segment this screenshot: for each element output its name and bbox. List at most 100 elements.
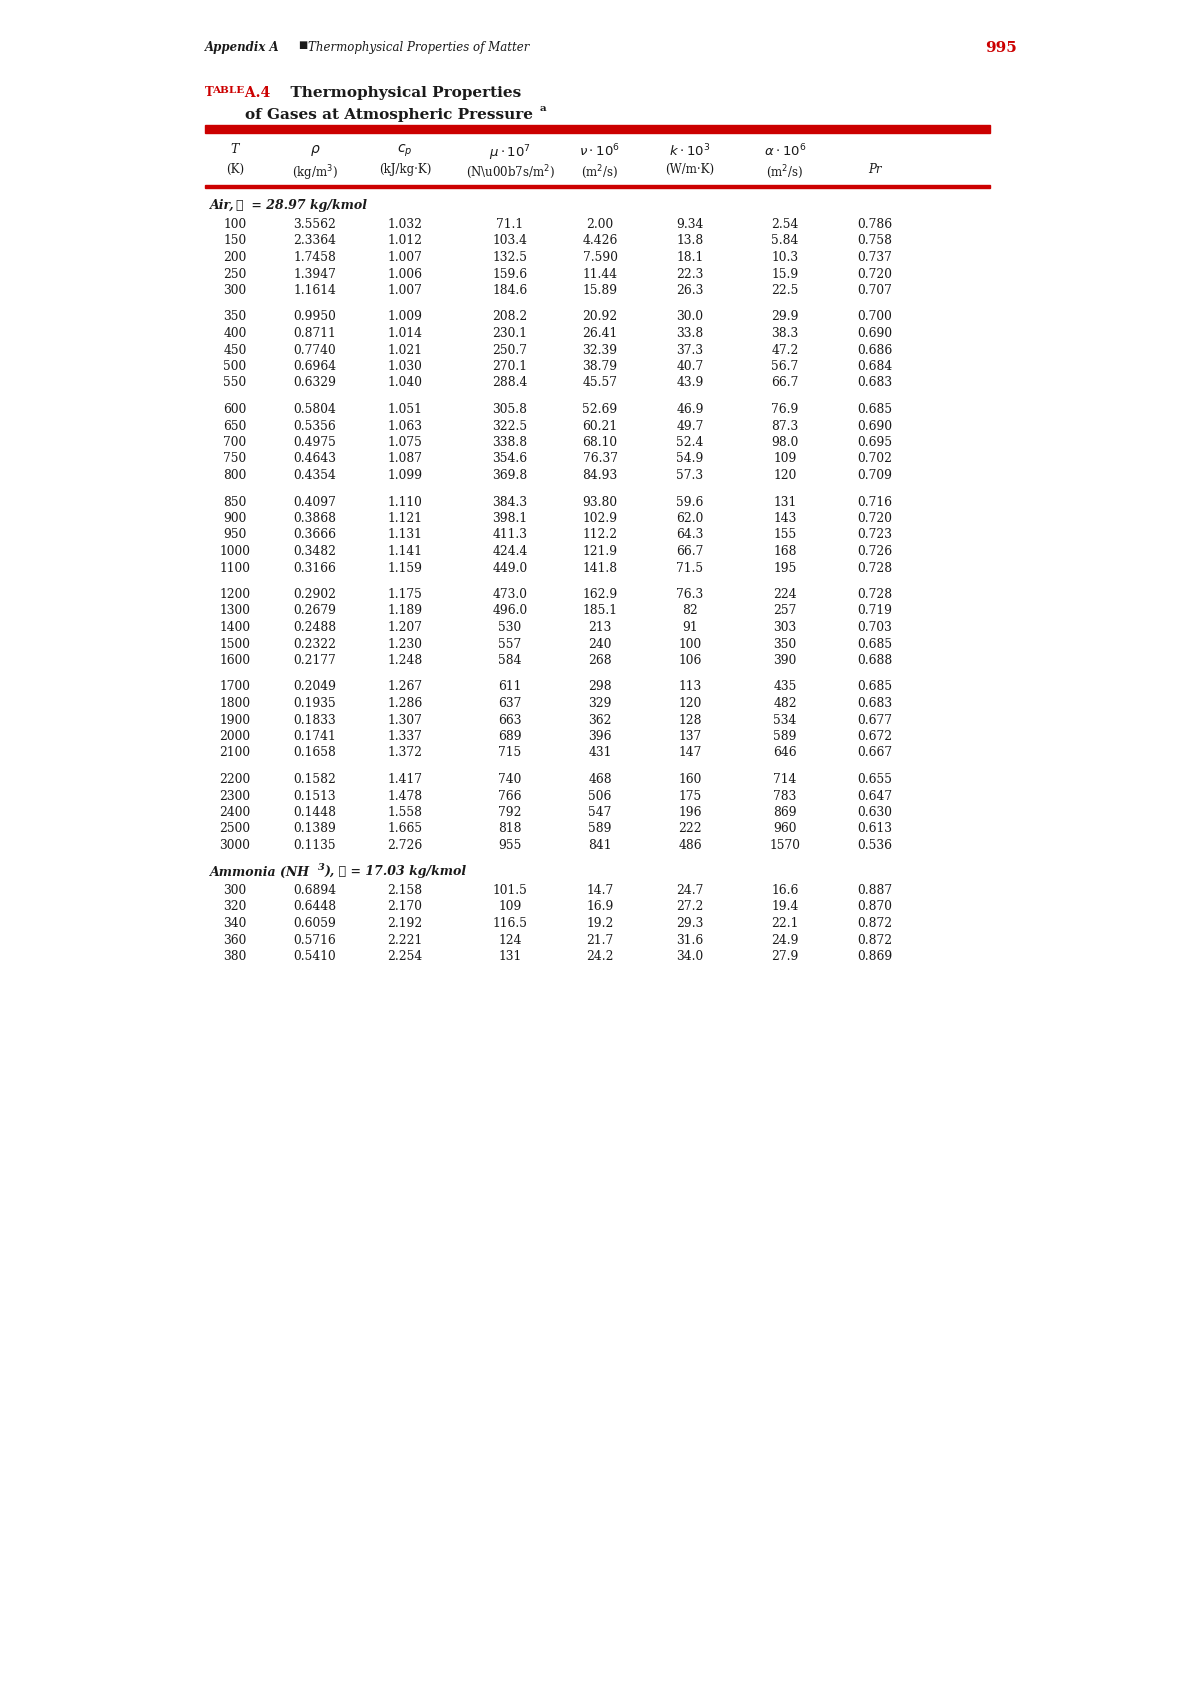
Text: 143: 143 (773, 512, 797, 526)
Text: 1800: 1800 (220, 697, 251, 711)
Text: 22.3: 22.3 (677, 268, 703, 280)
Text: $\rho$: $\rho$ (310, 142, 320, 158)
Text: 783: 783 (773, 790, 797, 802)
Text: 0.6329: 0.6329 (294, 377, 336, 390)
Text: 34.0: 34.0 (677, 950, 703, 963)
Text: 305.8: 305.8 (492, 404, 528, 416)
Text: 1500: 1500 (220, 638, 251, 651)
Text: 2100: 2100 (220, 746, 251, 760)
Text: 147: 147 (678, 746, 702, 760)
Text: 40.7: 40.7 (677, 360, 703, 373)
Text: 1570: 1570 (769, 840, 800, 851)
Text: T: T (205, 86, 214, 98)
Text: 116.5: 116.5 (492, 918, 528, 929)
Text: 49.7: 49.7 (677, 419, 703, 432)
Text: 0.4097: 0.4097 (294, 495, 336, 509)
Text: 0.684: 0.684 (857, 360, 893, 373)
Text: 52.69: 52.69 (582, 404, 618, 416)
Text: 0.1741: 0.1741 (294, 729, 336, 743)
Text: 338.8: 338.8 (492, 436, 528, 449)
Text: 0.728: 0.728 (858, 589, 893, 600)
Text: 0.5804: 0.5804 (294, 404, 336, 416)
Text: 10.3: 10.3 (772, 251, 798, 265)
Text: 160: 160 (678, 773, 702, 785)
Text: 76.37: 76.37 (582, 453, 618, 465)
Text: 995: 995 (985, 41, 1016, 54)
Text: 1.040: 1.040 (388, 377, 422, 390)
Text: 0.728: 0.728 (858, 561, 893, 575)
Text: 24.9: 24.9 (772, 933, 799, 946)
Text: 0.2679: 0.2679 (294, 604, 336, 617)
Text: 1.063: 1.063 (388, 419, 422, 432)
Text: 168: 168 (773, 544, 797, 558)
Text: 300: 300 (223, 884, 247, 897)
Text: 2.00: 2.00 (587, 219, 613, 231)
Text: 46.9: 46.9 (677, 404, 703, 416)
Text: 1600: 1600 (220, 655, 251, 667)
Text: 0.707: 0.707 (858, 283, 893, 297)
Text: 1.7458: 1.7458 (294, 251, 336, 265)
Text: 547: 547 (588, 806, 612, 819)
Text: 208.2: 208.2 (492, 310, 528, 324)
Text: T: T (230, 142, 239, 156)
Text: 54.9: 54.9 (677, 453, 703, 465)
Text: 131: 131 (773, 495, 797, 509)
Text: 0.7740: 0.7740 (294, 344, 336, 356)
Text: 2.221: 2.221 (388, 933, 422, 946)
Text: 1.230: 1.230 (388, 638, 422, 651)
Text: 18.1: 18.1 (677, 251, 703, 265)
Text: 530: 530 (498, 621, 522, 634)
Text: 431: 431 (588, 746, 612, 760)
Text: 0.5356: 0.5356 (294, 419, 336, 432)
Text: 230.1: 230.1 (492, 327, 528, 339)
Text: 240: 240 (588, 638, 612, 651)
Text: 3.5562: 3.5562 (294, 219, 336, 231)
Text: 450: 450 (223, 344, 247, 356)
Text: 91: 91 (682, 621, 698, 634)
Text: 0.1935: 0.1935 (294, 697, 336, 711)
Text: 109: 109 (498, 901, 522, 914)
Text: 534: 534 (773, 714, 797, 726)
Text: $k \cdot 10^3$: $k \cdot 10^3$ (670, 142, 710, 159)
Text: 100: 100 (678, 638, 702, 651)
Text: 740: 740 (498, 773, 522, 785)
Text: 0.4354: 0.4354 (294, 470, 336, 482)
Text: $\nu \cdot 10^6$: $\nu \cdot 10^6$ (580, 142, 620, 159)
Text: 2.170: 2.170 (388, 901, 422, 914)
Text: 19.2: 19.2 (587, 918, 613, 929)
Text: 162.9: 162.9 (582, 589, 618, 600)
Text: 71.1: 71.1 (497, 219, 523, 231)
Text: 1.207: 1.207 (388, 621, 422, 634)
Text: 482: 482 (773, 697, 797, 711)
Text: 1300: 1300 (220, 604, 251, 617)
Text: = 28.97 kg/kmol: = 28.97 kg/kmol (247, 198, 367, 212)
Text: 87.3: 87.3 (772, 419, 799, 432)
Text: 1.075: 1.075 (388, 436, 422, 449)
Text: 59.6: 59.6 (677, 495, 703, 509)
Text: 1.159: 1.159 (388, 561, 422, 575)
Text: 0.4975: 0.4975 (294, 436, 336, 449)
Text: 0.726: 0.726 (858, 544, 893, 558)
Text: 320: 320 (223, 901, 247, 914)
Text: 0.1833: 0.1833 (294, 714, 336, 726)
Text: 27.9: 27.9 (772, 950, 799, 963)
Text: 47.2: 47.2 (772, 344, 799, 356)
Text: 38.79: 38.79 (582, 360, 618, 373)
Text: 0.3666: 0.3666 (294, 529, 336, 541)
Text: 0.709: 0.709 (858, 470, 893, 482)
Text: 663: 663 (498, 714, 522, 726)
Text: 102.9: 102.9 (582, 512, 618, 526)
Text: $\alpha \cdot 10^6$: $\alpha \cdot 10^6$ (764, 142, 806, 159)
Text: 175: 175 (678, 790, 702, 802)
Text: 750: 750 (223, 453, 247, 465)
Text: 132.5: 132.5 (492, 251, 528, 265)
Text: 2500: 2500 (220, 823, 251, 836)
Text: 109: 109 (773, 453, 797, 465)
Text: 1.009: 1.009 (388, 310, 422, 324)
Text: $c_p$: $c_p$ (397, 142, 413, 159)
Text: 1.021: 1.021 (388, 344, 422, 356)
Text: 66.7: 66.7 (772, 377, 799, 390)
Text: 1.032: 1.032 (388, 219, 422, 231)
Text: 1.478: 1.478 (388, 790, 422, 802)
Text: 0.6964: 0.6964 (294, 360, 336, 373)
